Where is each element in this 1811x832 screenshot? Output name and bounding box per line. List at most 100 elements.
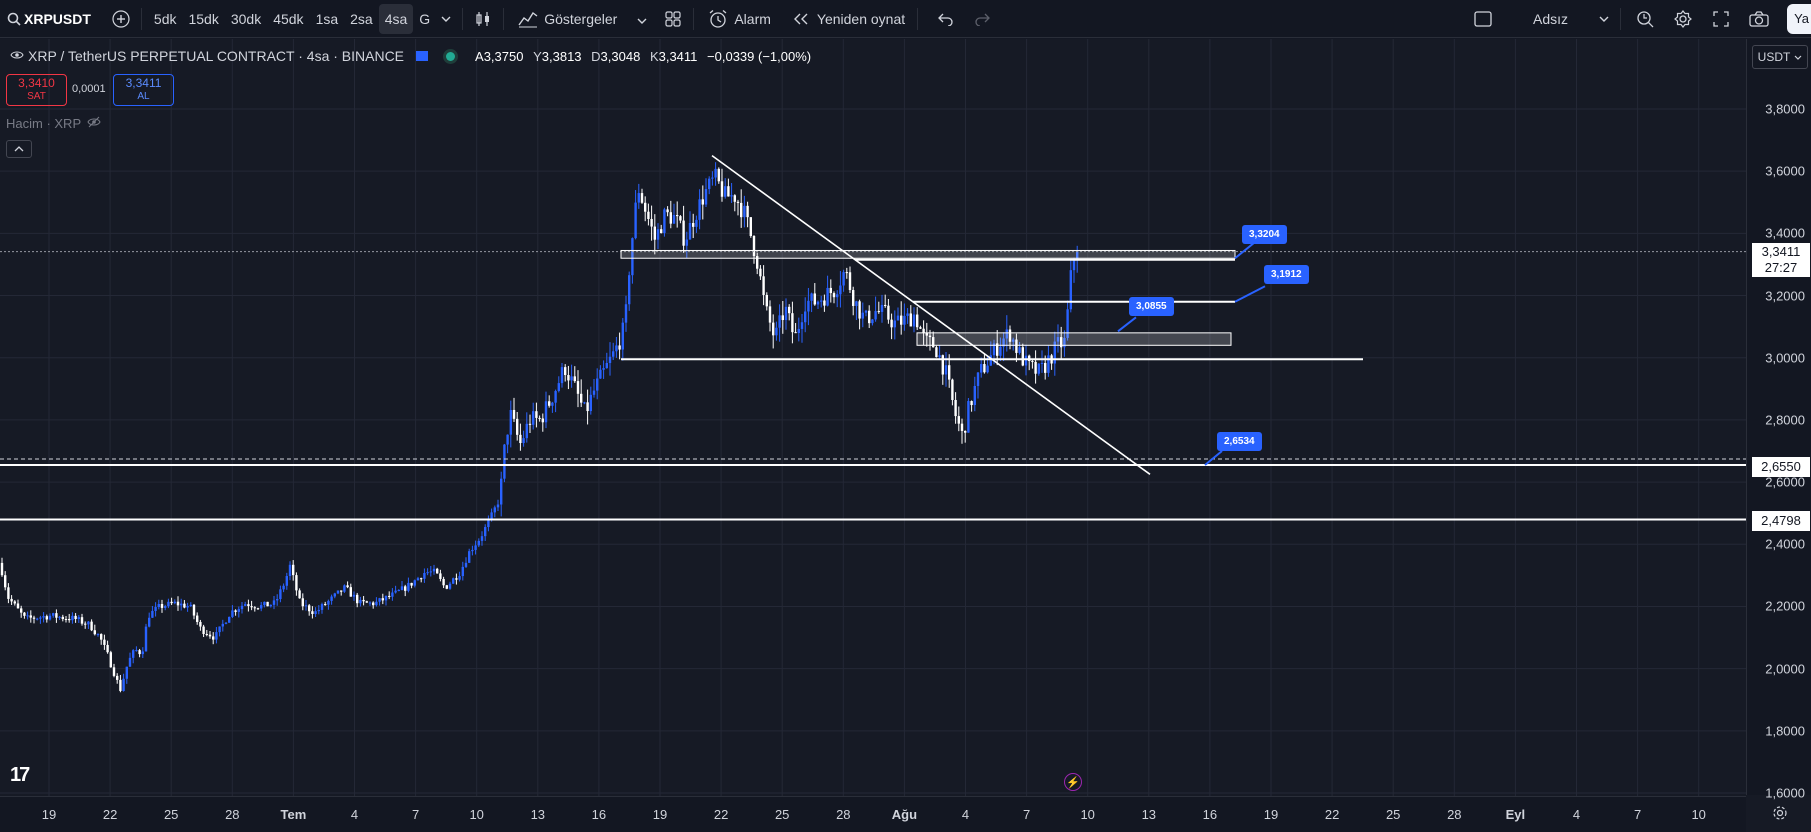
- candle-body: [653, 226, 656, 240]
- candle-body: [637, 193, 640, 203]
- candle-body: [999, 346, 1002, 356]
- time-scale[interactable]: 19 22 25 28 Tem 4 7 10 13 16 19 22 25 28 Ağu 4 7 10 13 16 19…: [0, 796, 1746, 832]
- alarm-button[interactable]: Alarm: [700, 4, 777, 34]
- high-value: 3,3813: [541, 48, 582, 64]
- fullscreen-icon[interactable]: [1707, 4, 1735, 34]
- candle-body: [640, 193, 644, 203]
- interval-1sa[interactable]: 1sa: [315, 10, 339, 27]
- callout-pointer: [1204, 450, 1223, 466]
- chevron-down-icon[interactable]: [436, 4, 456, 34]
- collapse-legend-button[interactable]: [6, 140, 32, 158]
- interval-15dk[interactable]: 15dk: [188, 10, 219, 27]
- candle-body: [957, 416, 960, 424]
- time-tick: 28: [225, 807, 240, 822]
- candle-body: [109, 652, 112, 668]
- price-callout[interactable]: 3,3204: [1242, 225, 1287, 244]
- settings-icon[interactable]: [1669, 4, 1697, 34]
- range-box: [916, 332, 1232, 346]
- volume-legend[interactable]: Hacim · XRP: [6, 116, 101, 131]
- time-tick: 16: [591, 807, 607, 822]
- candle-body: [1072, 259, 1076, 271]
- eye-off-icon[interactable]: [10, 49, 24, 64]
- open-label: A: [475, 48, 484, 64]
- candle-body: [602, 368, 605, 370]
- divider: [140, 7, 142, 30]
- candle-body: [426, 572, 429, 574]
- interval-45dk[interactable]: 45dk: [273, 10, 304, 27]
- layout-name[interactable]: Adsız: [1532, 10, 1568, 27]
- candle-body: [778, 315, 781, 328]
- candle-body: [800, 322, 804, 329]
- candle-body: [912, 314, 916, 327]
- candle-body: [432, 568, 436, 572]
- candle-body: [682, 220, 685, 246]
- candle-body: [1008, 329, 1012, 342]
- price-callout[interactable]: 3,0855: [1129, 297, 1174, 316]
- price-chart[interactable]: [0, 39, 1746, 796]
- candle-body: [410, 582, 413, 586]
- candle-body: [224, 622, 228, 624]
- candle-body: [375, 601, 378, 606]
- candle-body: [48, 615, 52, 620]
- redo-icon[interactable]: [968, 4, 996, 34]
- candle-body: [512, 409, 516, 419]
- eye-off-icon[interactable]: [87, 116, 101, 131]
- interval-g[interactable]: G: [419, 10, 431, 27]
- candle-body: [688, 223, 692, 240]
- candle-body: [100, 634, 103, 640]
- market-status-icon: [446, 51, 456, 61]
- chevron-down-icon[interactable]: [1594, 4, 1614, 34]
- candle-body: [551, 402, 554, 406]
- interval-2sa[interactable]: 2sa: [350, 10, 373, 27]
- candle-body: [308, 605, 311, 612]
- candle-body: [829, 287, 832, 294]
- user-avatar[interactable]: Ya: [1787, 3, 1811, 34]
- candle-body: [884, 304, 887, 306]
- divider: [917, 7, 919, 30]
- currency-selector[interactable]: USDT: [1752, 45, 1808, 69]
- candle-body: [212, 636, 215, 640]
- add-symbol-icon[interactable]: [107, 4, 135, 34]
- candle-body: [394, 590, 397, 593]
- open-value: 3,3750: [483, 48, 524, 64]
- price-scale[interactable]: 3,8000 3,6000 3,4000 3,2000 3,0000 2,8000 2,60…: [1746, 39, 1811, 801]
- time-tick: 7: [411, 807, 420, 822]
- time-tick: 22: [102, 807, 118, 822]
- divider: [503, 7, 505, 30]
- candle-body: [580, 393, 583, 403]
- candle-body: [80, 617, 84, 624]
- chart-area[interactable]: [0, 39, 1811, 832]
- price-callout[interactable]: 2,6534: [1217, 432, 1262, 451]
- scale-settings-icon[interactable]: [1772, 805, 1790, 823]
- candle-body: [365, 601, 368, 603]
- sell-button[interactable]: 3,3410 SAT: [6, 74, 67, 106]
- indicators-label: Göstergeler: [544, 10, 618, 27]
- quick-search-icon[interactable]: [1631, 4, 1659, 34]
- interval-4sa[interactable]: 4sa: [378, 3, 414, 34]
- candle-body: [317, 609, 320, 612]
- tradingview-logo[interactable]: 17: [10, 764, 30, 786]
- flash-icon[interactable]: ⚡: [1064, 773, 1082, 791]
- price-callout[interactable]: 3,1912: [1264, 265, 1309, 284]
- candle-style-icon[interactable]: [469, 4, 497, 34]
- buy-button[interactable]: 3,3411 AL: [113, 74, 174, 106]
- candle-body: [455, 578, 458, 580]
- layout-icon[interactable]: [1469, 4, 1497, 34]
- change-value: −0,0339 (−1,00%): [707, 48, 812, 64]
- candle-body: [660, 229, 663, 234]
- undo-icon[interactable]: [932, 4, 960, 34]
- camera-icon[interactable]: [1745, 4, 1773, 34]
- indicators-button[interactable]: Göstergeler: [510, 4, 653, 34]
- templates-icon[interactable]: [659, 4, 687, 34]
- symbol-search[interactable]: XRPUSDT: [0, 4, 97, 34]
- symbol-title[interactable]: XRP / TetherUS PERPETUAL CONTRACT · 4sa …: [28, 48, 405, 64]
- candle-body: [938, 355, 941, 358]
- candle-body: [400, 586, 404, 591]
- time-tick: Tem: [280, 807, 307, 822]
- candle-body: [221, 623, 224, 627]
- candle-body: [807, 300, 810, 312]
- interval-5dk[interactable]: 5dk: [153, 10, 177, 27]
- interval-30dk[interactable]: 30dk: [230, 10, 262, 27]
- candle-body: [1015, 339, 1018, 353]
- replay-button[interactable]: Yeniden oynat: [783, 4, 911, 34]
